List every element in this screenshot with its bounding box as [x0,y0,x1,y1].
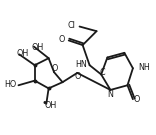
Text: •: • [41,98,47,108]
Text: C: C [99,68,105,77]
Text: HO: HO [5,80,17,89]
Text: O: O [52,64,58,73]
Text: O: O [58,35,65,44]
Text: OH: OH [17,49,29,58]
Text: OH: OH [31,43,44,52]
Text: HN: HN [76,60,87,69]
Text: N: N [107,90,113,99]
Text: OH: OH [44,101,56,110]
Text: O: O [133,95,139,104]
Text: O: O [75,72,81,80]
Text: NH: NH [138,63,150,72]
Text: Cl: Cl [68,21,76,30]
